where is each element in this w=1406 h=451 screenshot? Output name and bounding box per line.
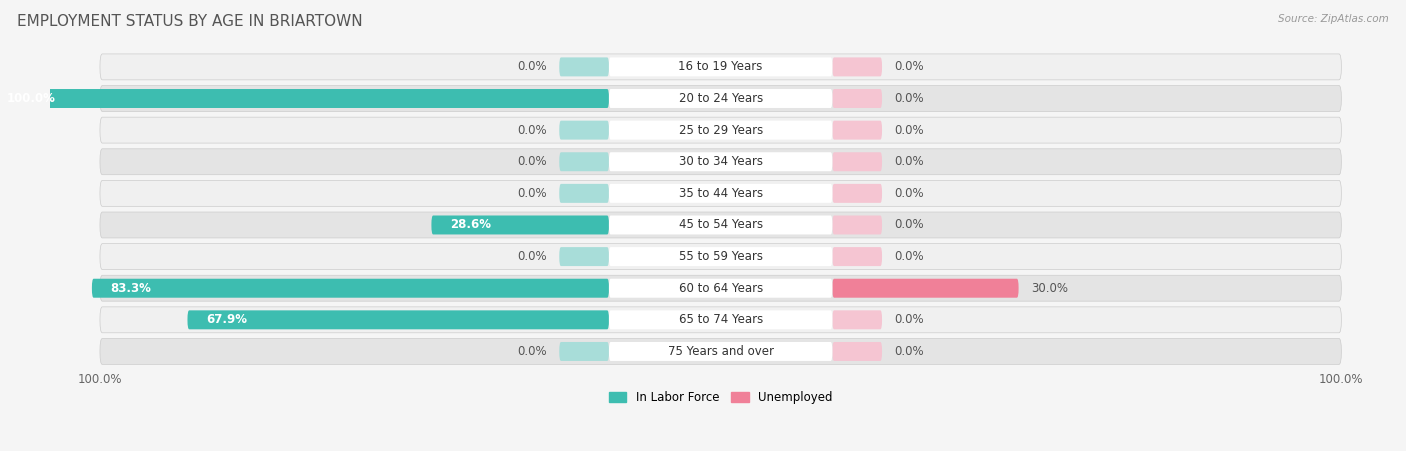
FancyBboxPatch shape xyxy=(609,89,832,108)
FancyBboxPatch shape xyxy=(187,310,609,329)
FancyBboxPatch shape xyxy=(100,117,1341,143)
FancyBboxPatch shape xyxy=(100,54,1341,80)
FancyBboxPatch shape xyxy=(609,152,832,171)
Text: 35 to 44 Years: 35 to 44 Years xyxy=(679,187,762,200)
Text: 20 to 24 Years: 20 to 24 Years xyxy=(679,92,763,105)
FancyBboxPatch shape xyxy=(609,247,832,266)
Text: 0.0%: 0.0% xyxy=(517,60,547,74)
FancyBboxPatch shape xyxy=(832,57,882,76)
FancyBboxPatch shape xyxy=(100,86,1341,111)
Text: 30 to 34 Years: 30 to 34 Years xyxy=(679,155,762,168)
FancyBboxPatch shape xyxy=(832,89,882,108)
Text: 28.6%: 28.6% xyxy=(450,218,491,231)
FancyBboxPatch shape xyxy=(832,152,882,171)
Text: 16 to 19 Years: 16 to 19 Years xyxy=(679,60,763,74)
FancyBboxPatch shape xyxy=(609,310,832,329)
Text: 0.0%: 0.0% xyxy=(517,187,547,200)
FancyBboxPatch shape xyxy=(609,342,832,361)
FancyBboxPatch shape xyxy=(832,120,882,140)
FancyBboxPatch shape xyxy=(100,180,1341,206)
Text: 0.0%: 0.0% xyxy=(894,155,924,168)
FancyBboxPatch shape xyxy=(832,216,882,235)
FancyBboxPatch shape xyxy=(609,216,832,235)
FancyBboxPatch shape xyxy=(609,57,832,76)
Text: 65 to 74 Years: 65 to 74 Years xyxy=(679,313,763,327)
FancyBboxPatch shape xyxy=(100,339,1341,364)
Text: 0.0%: 0.0% xyxy=(894,313,924,327)
FancyBboxPatch shape xyxy=(560,342,609,361)
FancyBboxPatch shape xyxy=(100,244,1341,270)
Text: 45 to 54 Years: 45 to 54 Years xyxy=(679,218,762,231)
Text: 0.0%: 0.0% xyxy=(894,187,924,200)
FancyBboxPatch shape xyxy=(560,184,609,203)
FancyBboxPatch shape xyxy=(560,152,609,171)
FancyBboxPatch shape xyxy=(432,216,609,235)
Text: 30.0%: 30.0% xyxy=(1031,282,1069,295)
Text: 75 Years and over: 75 Years and over xyxy=(668,345,773,358)
Text: 0.0%: 0.0% xyxy=(517,124,547,137)
FancyBboxPatch shape xyxy=(100,307,1341,333)
FancyBboxPatch shape xyxy=(832,247,882,266)
Text: EMPLOYMENT STATUS BY AGE IN BRIARTOWN: EMPLOYMENT STATUS BY AGE IN BRIARTOWN xyxy=(17,14,363,28)
FancyBboxPatch shape xyxy=(609,279,832,298)
FancyBboxPatch shape xyxy=(91,279,609,298)
Text: 60 to 64 Years: 60 to 64 Years xyxy=(679,282,763,295)
FancyBboxPatch shape xyxy=(100,212,1341,238)
Text: 0.0%: 0.0% xyxy=(517,250,547,263)
FancyBboxPatch shape xyxy=(560,120,609,140)
Text: 0.0%: 0.0% xyxy=(894,250,924,263)
FancyBboxPatch shape xyxy=(560,247,609,266)
Text: 0.0%: 0.0% xyxy=(894,60,924,74)
FancyBboxPatch shape xyxy=(609,120,832,140)
Text: 83.3%: 83.3% xyxy=(111,282,152,295)
Text: 0.0%: 0.0% xyxy=(894,92,924,105)
Text: 0.0%: 0.0% xyxy=(517,155,547,168)
Text: 0.0%: 0.0% xyxy=(894,124,924,137)
Text: 25 to 29 Years: 25 to 29 Years xyxy=(679,124,763,137)
Text: Source: ZipAtlas.com: Source: ZipAtlas.com xyxy=(1278,14,1389,23)
FancyBboxPatch shape xyxy=(0,89,609,108)
Text: 0.0%: 0.0% xyxy=(894,218,924,231)
FancyBboxPatch shape xyxy=(832,342,882,361)
FancyBboxPatch shape xyxy=(832,184,882,203)
Text: 100.0%: 100.0% xyxy=(7,92,56,105)
Text: 0.0%: 0.0% xyxy=(894,345,924,358)
Text: 67.9%: 67.9% xyxy=(207,313,247,327)
FancyBboxPatch shape xyxy=(832,279,1018,298)
FancyBboxPatch shape xyxy=(100,149,1341,175)
Text: 55 to 59 Years: 55 to 59 Years xyxy=(679,250,762,263)
FancyBboxPatch shape xyxy=(100,275,1341,301)
FancyBboxPatch shape xyxy=(609,184,832,203)
FancyBboxPatch shape xyxy=(832,310,882,329)
Text: 0.0%: 0.0% xyxy=(517,345,547,358)
Legend: In Labor Force, Unemployed: In Labor Force, Unemployed xyxy=(605,387,838,409)
FancyBboxPatch shape xyxy=(560,57,609,76)
